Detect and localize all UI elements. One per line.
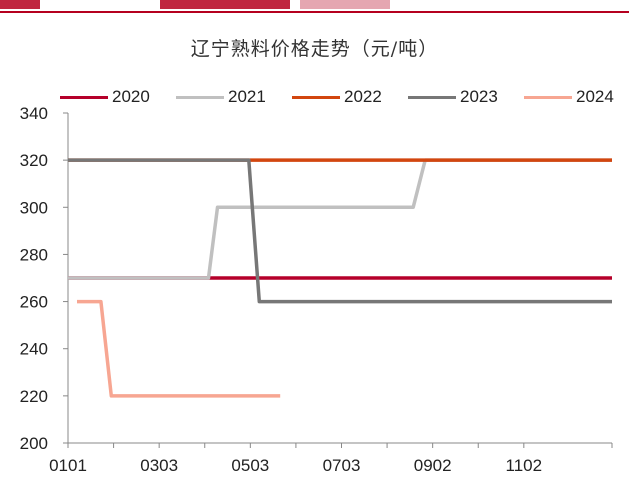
y-tick-label: 280 [20, 245, 48, 264]
x-tick-label: 0101 [49, 456, 87, 475]
series-line-2024 [77, 302, 280, 396]
x-tick-label: 0303 [140, 456, 178, 475]
x-tick-label: 0503 [231, 456, 269, 475]
y-tick-label: 200 [20, 434, 48, 453]
x-tick-label: 1102 [506, 456, 543, 475]
x-tick-label: 0902 [414, 456, 452, 475]
series-line-2021 [68, 160, 612, 278]
y-tick-label: 320 [20, 151, 48, 170]
y-tick-label: 240 [20, 340, 48, 359]
y-tick-label: 220 [20, 387, 48, 406]
series-line-2023 [68, 160, 612, 302]
y-tick-label: 300 [20, 198, 48, 217]
y-tick-label: 340 [20, 104, 48, 123]
y-tick-label: 260 [20, 293, 48, 312]
x-tick-label: 0703 [323, 456, 361, 475]
